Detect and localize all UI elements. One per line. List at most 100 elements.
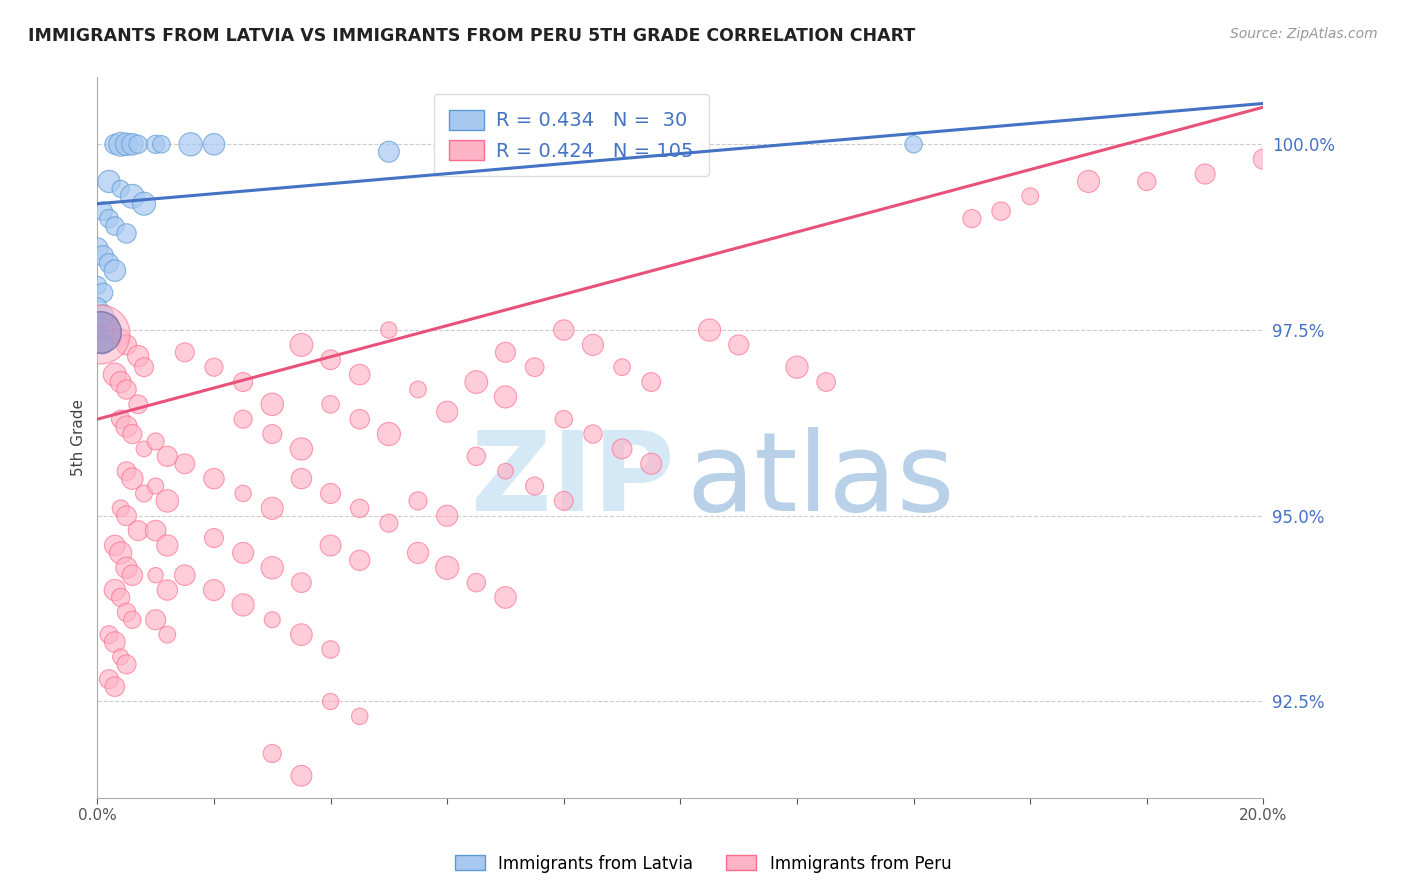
Point <box>202 531 225 545</box>
Point <box>104 137 127 152</box>
Point <box>378 323 401 337</box>
Point <box>436 561 458 575</box>
Point <box>349 368 371 382</box>
Point <box>1077 174 1099 188</box>
Point <box>1194 167 1216 181</box>
Point <box>290 472 312 486</box>
Point <box>1253 152 1275 166</box>
Point <box>786 360 808 375</box>
Point <box>262 613 284 627</box>
Point <box>98 174 121 188</box>
Legend: Immigrants from Latvia, Immigrants from Peru: Immigrants from Latvia, Immigrants from … <box>449 848 957 880</box>
Point <box>903 137 925 152</box>
Point <box>495 591 517 605</box>
Point <box>173 457 195 471</box>
Point <box>104 635 127 649</box>
Point <box>98 316 121 330</box>
Point <box>145 434 167 449</box>
Point <box>815 375 838 389</box>
Point <box>86 330 108 344</box>
Point <box>115 338 138 352</box>
Point <box>110 330 132 344</box>
Point <box>465 450 488 464</box>
Point <box>436 508 458 523</box>
Legend: R = 0.434   N =  30, R = 0.424   N = 105: R = 0.434 N = 30, R = 0.424 N = 105 <box>433 95 709 177</box>
Point <box>98 672 121 686</box>
Point <box>115 227 138 241</box>
Point <box>115 383 138 397</box>
Point <box>110 649 132 664</box>
Point <box>110 546 132 560</box>
Point <box>121 568 143 582</box>
Point <box>145 137 167 152</box>
Point <box>349 412 371 426</box>
Point <box>1136 174 1159 188</box>
Point <box>98 256 121 270</box>
Point <box>290 338 312 352</box>
Point <box>180 137 202 152</box>
Point <box>990 204 1012 219</box>
Point <box>91 308 114 322</box>
Point <box>86 278 108 293</box>
Point <box>610 442 633 456</box>
Point <box>110 375 132 389</box>
Point <box>173 345 195 359</box>
Point <box>406 494 429 508</box>
Point <box>582 338 605 352</box>
Point <box>121 137 143 152</box>
Point <box>290 442 312 456</box>
Text: ZIP: ZIP <box>471 427 675 534</box>
Point <box>132 196 155 211</box>
Point <box>349 553 371 567</box>
Point <box>202 472 225 486</box>
Point <box>145 568 167 582</box>
Point <box>145 524 167 538</box>
Point <box>406 383 429 397</box>
Point <box>553 412 575 426</box>
Point <box>110 182 132 196</box>
Point <box>115 657 138 672</box>
Point <box>465 375 488 389</box>
Point <box>156 494 179 508</box>
Point <box>553 494 575 508</box>
Point <box>91 204 114 219</box>
Point <box>1019 189 1042 203</box>
Point <box>104 680 127 694</box>
Point <box>115 464 138 478</box>
Point <box>121 427 143 442</box>
Point <box>232 375 254 389</box>
Point <box>132 486 155 500</box>
Point <box>121 613 143 627</box>
Point <box>378 427 401 442</box>
Point <box>86 241 108 255</box>
Point <box>156 539 179 553</box>
Point <box>115 605 138 619</box>
Point <box>202 137 225 152</box>
Point <box>319 397 342 411</box>
Point <box>115 137 138 152</box>
Point <box>232 486 254 500</box>
Point <box>115 508 138 523</box>
Point <box>319 539 342 553</box>
Point <box>104 368 127 382</box>
Point <box>104 219 127 233</box>
Point <box>262 427 284 442</box>
Point <box>406 546 429 560</box>
Point <box>145 613 167 627</box>
Point <box>349 709 371 723</box>
Point <box>121 189 143 203</box>
Point <box>232 546 254 560</box>
Point <box>610 141 633 155</box>
Point <box>121 472 143 486</box>
Point <box>91 323 114 337</box>
Point <box>156 450 179 464</box>
Point <box>104 263 127 277</box>
Point <box>132 360 155 375</box>
Point <box>91 249 114 263</box>
Point <box>553 323 575 337</box>
Point <box>495 390 517 404</box>
Point <box>110 137 132 152</box>
Point <box>150 137 173 152</box>
Point <box>127 524 149 538</box>
Point <box>523 479 546 493</box>
